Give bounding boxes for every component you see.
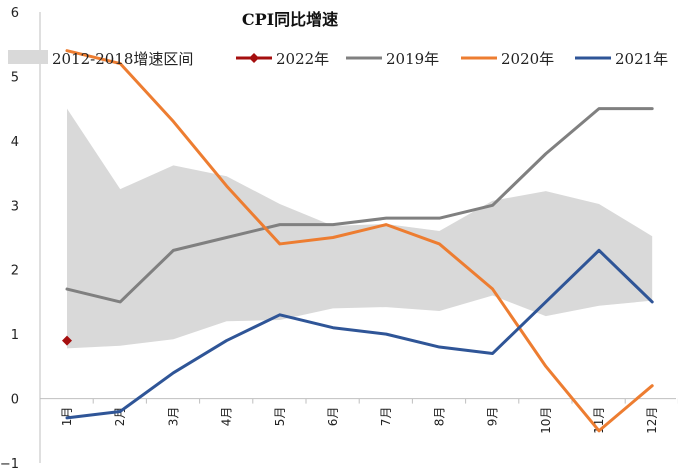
series-line-2019年 <box>65 107 654 304</box>
range-band <box>67 108 653 349</box>
legend-label-2021年: 2021年 <box>615 50 668 68</box>
series-layer <box>62 49 654 433</box>
legend-swatch-band <box>8 50 48 64</box>
legend-label-2020年: 2020年 <box>501 50 554 68</box>
y-tick-label: 1 <box>11 328 19 343</box>
y-tick-label: 2 <box>11 264 19 279</box>
y-tick-label: 3 <box>11 199 19 214</box>
y-tick-label: 0 <box>11 393 19 408</box>
x-tick-label: 6月 <box>326 407 340 427</box>
x-tick-label: 12月 <box>645 407 659 434</box>
legend-marker-2022年 <box>249 53 259 63</box>
x-tick-label: 4月 <box>220 407 234 427</box>
x-tick-label: 3月 <box>166 407 180 427</box>
legend-label-2022年: 2022年 <box>276 50 329 68</box>
x-tick-label: 10月 <box>539 407 553 434</box>
y-tick-label: 4 <box>11 135 19 150</box>
x-tick-label: 8月 <box>432 407 446 427</box>
x-tick-label: 9月 <box>486 407 500 427</box>
band-layer <box>67 108 653 349</box>
legend-label-2019年: 2019年 <box>386 50 439 68</box>
legend-label-band: 2012-2018增速区间 <box>52 50 193 68</box>
y-tick-label: 6 <box>11 6 19 21</box>
x-tick-label: 5月 <box>273 407 287 427</box>
series-line-2021年 <box>65 248 654 420</box>
legend: 2012-2018增速区间 2022年 2019年 2020年 2021年 <box>8 50 668 68</box>
chart-title: CPI同比增速 <box>242 10 338 29</box>
series-point-2022年 <box>62 335 72 346</box>
y-tick-label: 5 <box>11 70 19 85</box>
x-tick-label: 7月 <box>379 407 393 427</box>
series-line-2020年 <box>65 49 654 433</box>
y-tick-label: −1 <box>0 457 19 470</box>
